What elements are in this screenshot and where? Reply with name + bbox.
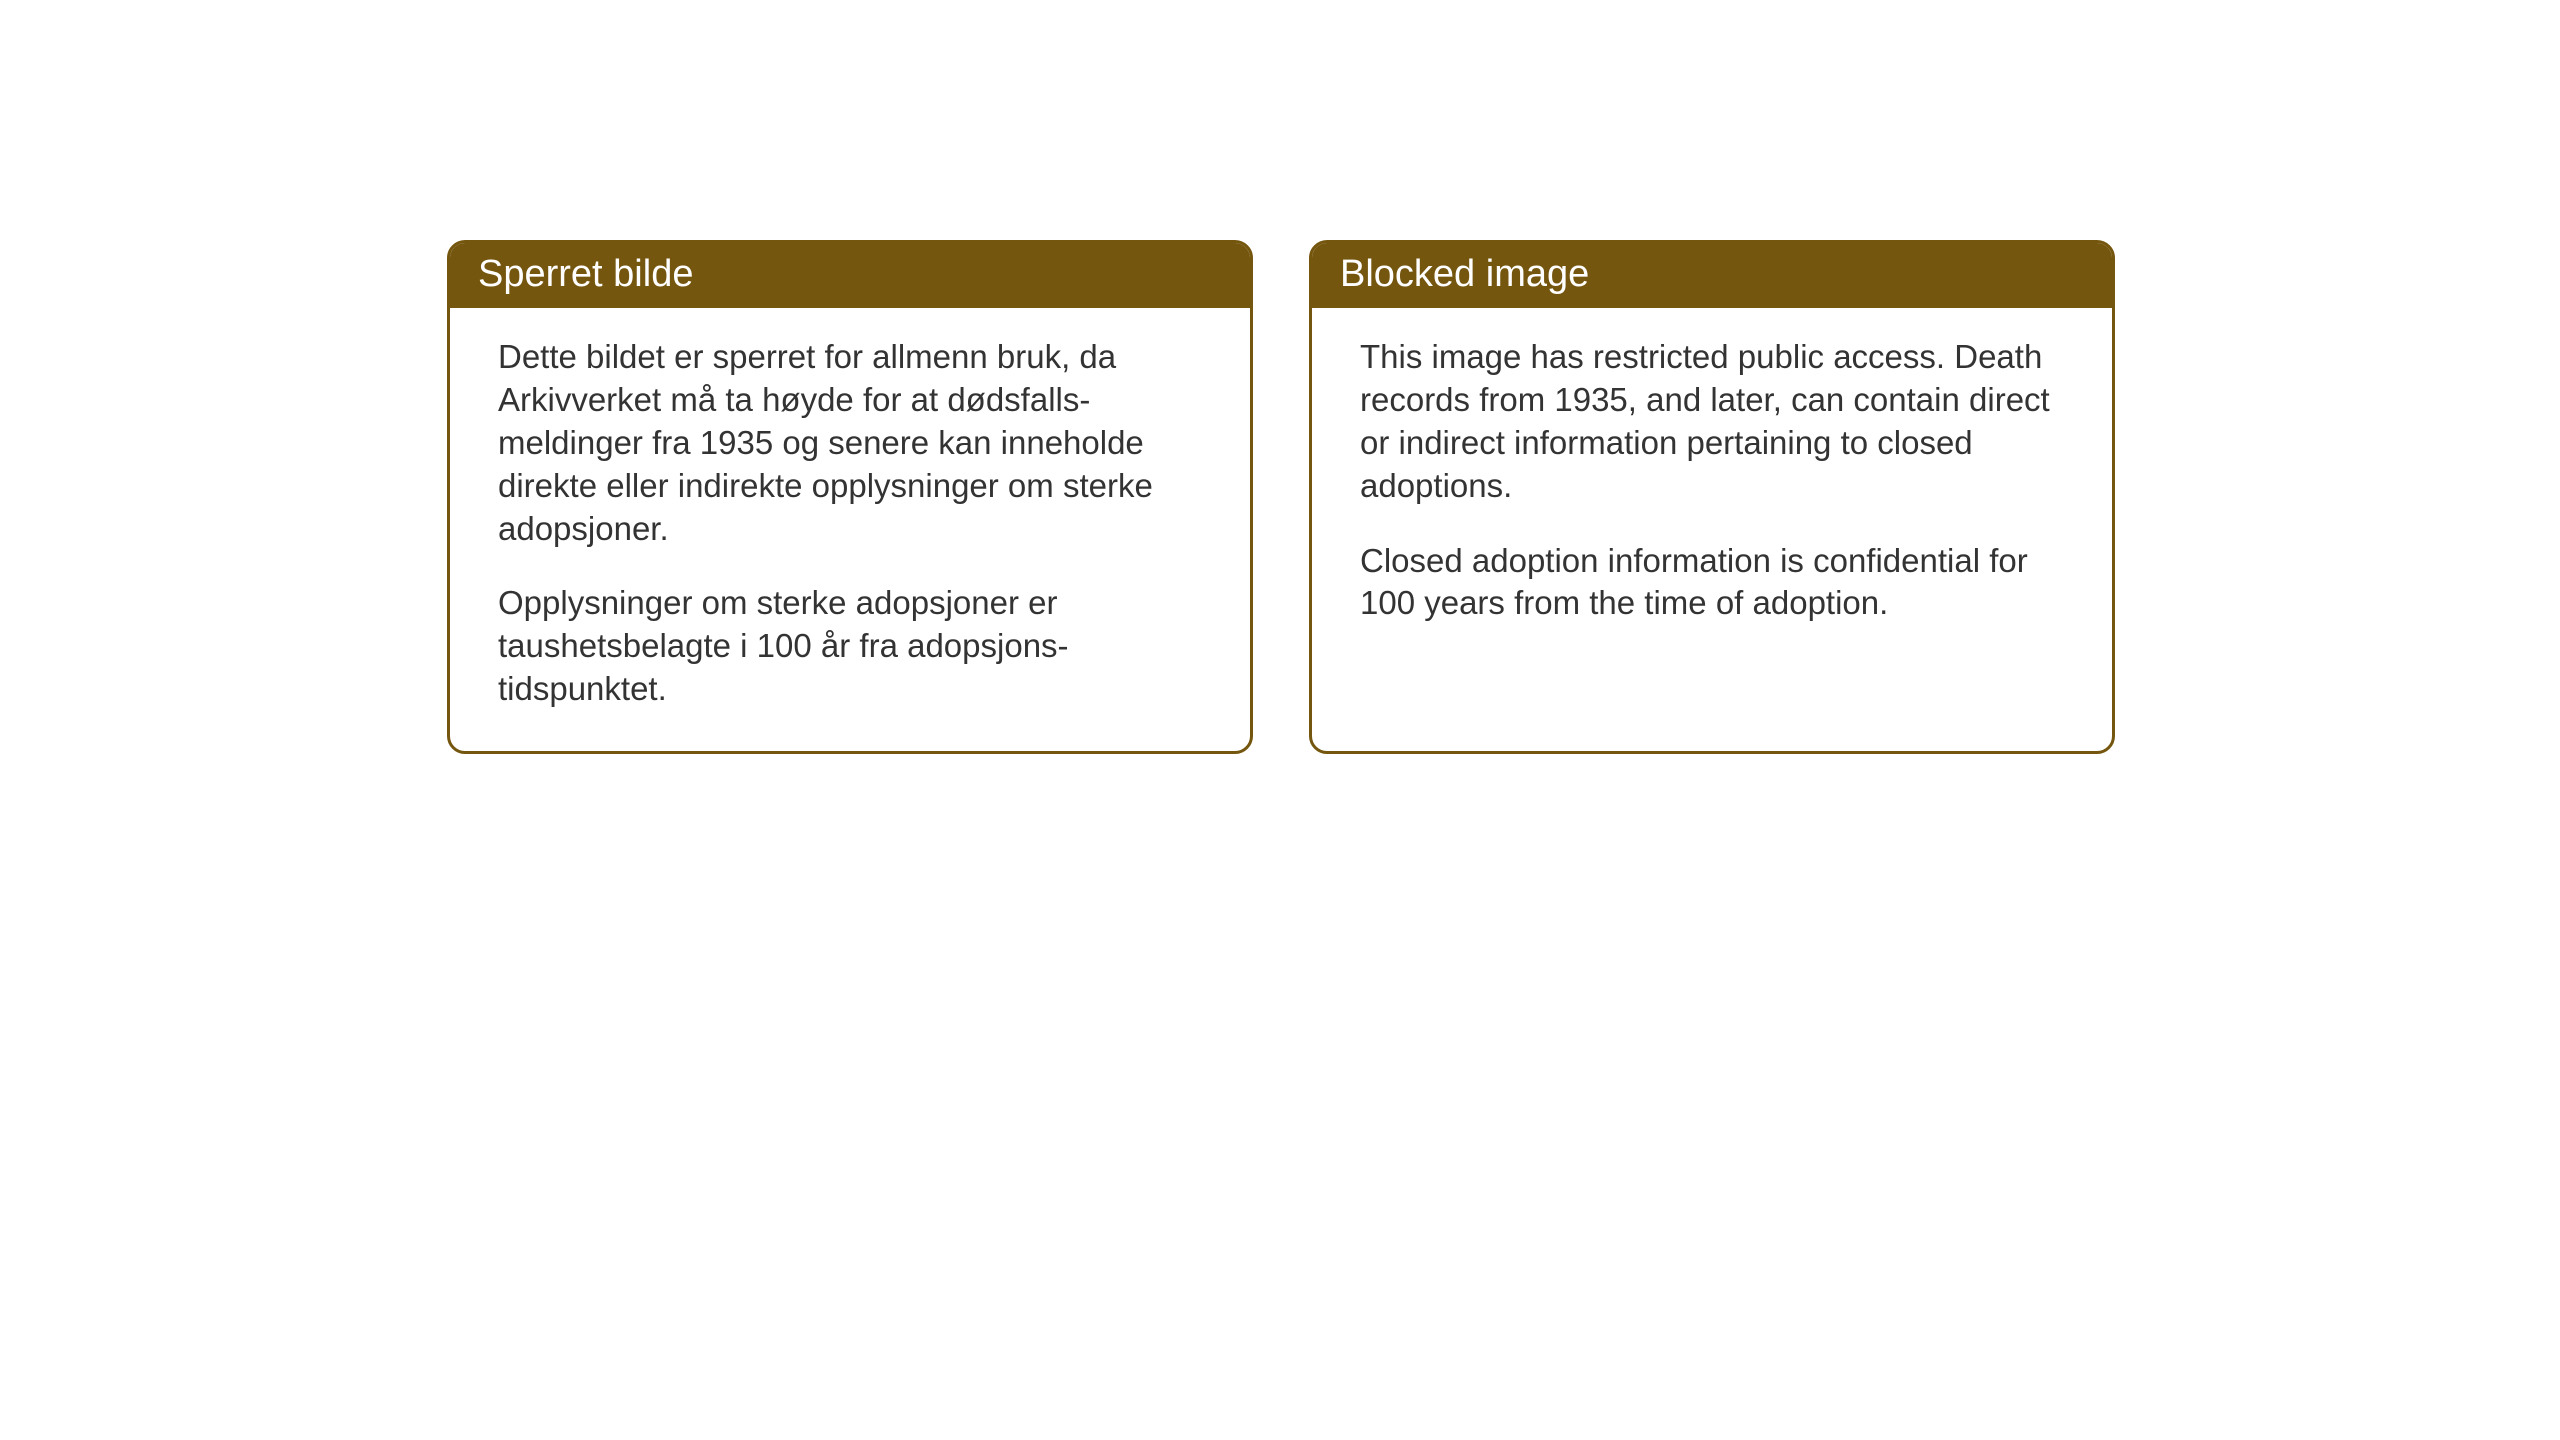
notice-container: Sperret bilde Dette bildet er sperret fo… [447, 240, 2115, 754]
notice-paragraph-english-2: Closed adoption information is confident… [1360, 540, 2072, 626]
notice-title-norwegian: Sperret bilde [478, 253, 693, 295]
notice-card-norwegian: Sperret bilde Dette bildet er sperret fo… [447, 240, 1253, 754]
notice-card-english: Blocked image This image has restricted … [1309, 240, 2115, 754]
notice-header-norwegian: Sperret bilde [450, 243, 1250, 308]
notice-paragraph-english-1: This image has restricted public access.… [1360, 336, 2072, 508]
notice-header-english: Blocked image [1312, 243, 2112, 308]
notice-body-english: This image has restricted public access.… [1312, 308, 2112, 665]
notice-title-english: Blocked image [1340, 253, 1589, 295]
notice-paragraph-norwegian-2: Opplysninger om sterke adopsjoner er tau… [498, 582, 1210, 711]
notice-body-norwegian: Dette bildet er sperret for allmenn bruk… [450, 308, 1250, 751]
notice-paragraph-norwegian-1: Dette bildet er sperret for allmenn bruk… [498, 336, 1210, 550]
